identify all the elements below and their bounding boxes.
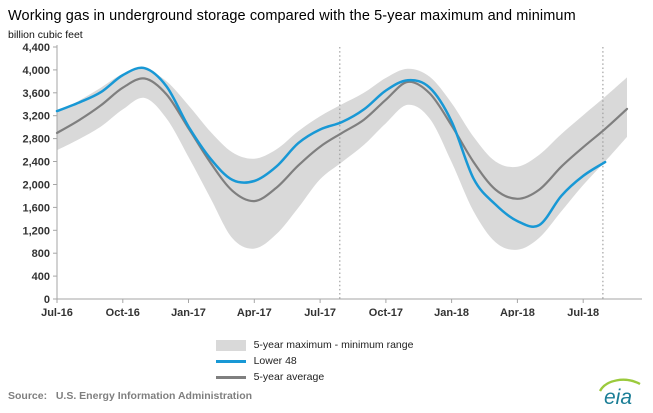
legend-item-lower48: Lower 48 [215, 353, 414, 369]
lower48-line-swatch [215, 359, 246, 363]
range-band-swatch [215, 339, 246, 351]
svg-text:Oct-16: Oct-16 [106, 307, 140, 317]
legend-item-range: 5-year maximum - minimum range [215, 337, 414, 353]
svg-text:Jul-17: Jul-17 [304, 307, 336, 317]
chart-legend: 5-year maximum - minimum range Lower 48 … [215, 337, 414, 385]
svg-text:2,400: 2,400 [22, 157, 50, 169]
page-title: Working gas in underground storage compa… [8, 8, 576, 24]
svg-text:4,000: 4,000 [22, 65, 50, 77]
svg-text:Apr-17: Apr-17 [237, 307, 272, 317]
logo-text: eia [604, 386, 632, 409]
source-text: Source: U.S. Energy Information Administ… [8, 390, 253, 402]
svg-text:0: 0 [44, 294, 50, 306]
svg-text:2,800: 2,800 [22, 134, 50, 146]
svg-text:1,600: 1,600 [22, 202, 50, 214]
x-axis: Jul-16 Oct-16 Jan-17 Apr-17 Jul-17 Oct-17 Jan-… [41, 298, 642, 317]
svg-text:3,600: 3,600 [22, 88, 50, 100]
svg-text:Jul-16: Jul-16 [41, 307, 73, 317]
legend-label-average: 5-year average [253, 371, 325, 383]
svg-text:800: 800 [32, 248, 50, 260]
lower48-line [55, 66, 607, 228]
svg-text:400: 400 [32, 271, 50, 283]
svg-text:Jan-18: Jan-18 [434, 307, 469, 317]
y-axis-caption: billion cubic feet [8, 29, 83, 41]
logo-swoosh-icon [598, 378, 641, 392]
svg-text:Jan-17: Jan-17 [171, 307, 206, 317]
average-line-swatch [215, 375, 246, 379]
max-min-band [57, 68, 627, 250]
svg-text:2,000: 2,000 [22, 180, 50, 192]
legend-label-lower48: Lower 48 [253, 355, 297, 367]
footer: Source: U.S. Energy Information Administ… [0, 376, 653, 413]
svg-text:Oct-17: Oct-17 [369, 307, 403, 317]
legend-label-range: 5-year maximum - minimum range [253, 339, 414, 351]
storage-chart: 0 400 800 1,200 1,600 2,000 2,400 2,800 3,200 3,6… [22, 42, 642, 317]
average-line [55, 77, 629, 203]
dashed-reference-lines [339, 47, 604, 299]
svg-text:3,200: 3,200 [22, 111, 50, 123]
y-axis: 0 400 800 1,200 1,600 2,000 2,400 2,800 3,200 3,6… [22, 42, 58, 306]
svg-text:Jul-18: Jul-18 [567, 307, 599, 317]
svg-text:1,200: 1,200 [22, 225, 50, 237]
legend-item-average: 5-year average [215, 369, 414, 385]
svg-text:4,400: 4,400 [22, 42, 50, 54]
svg-text:Apr-18: Apr-18 [500, 307, 535, 317]
eia-logo: eia [598, 378, 641, 409]
